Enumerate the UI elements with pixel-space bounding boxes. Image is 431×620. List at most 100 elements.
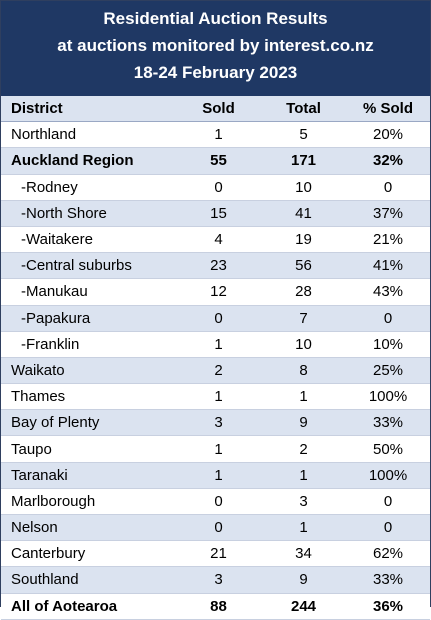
table-row: Auckland Region 55 171 32% xyxy=(1,147,430,175)
total-cell: 9 xyxy=(261,409,346,437)
total-cell: 7 xyxy=(261,305,346,332)
total-cell: 9 xyxy=(261,566,346,594)
sold-cell: 0 xyxy=(176,305,261,332)
table-row: Marlborough 0 3 0 xyxy=(1,488,430,516)
results-table: District Sold Total % Sold Northland 1 5 20… xyxy=(1,96,430,620)
title-line-1: Residential Auction Results xyxy=(103,9,328,28)
sold-cell: 88 xyxy=(176,593,261,620)
table-body: Northland 1 5 20% Auckland Region 55 171 32% -Ro… xyxy=(1,121,430,620)
district-cell: Taupo xyxy=(1,435,176,463)
table-row: Canterbury 21 34 62% xyxy=(1,540,430,568)
table-row: -North Shore 15 41 37% xyxy=(1,200,430,227)
table-row: -Papakura 0 7 0 xyxy=(1,305,430,332)
district-cell: Bay of Plenty xyxy=(1,409,176,437)
pct-sold-cell: 33% xyxy=(346,409,430,437)
column-header-sold: Sold xyxy=(176,96,261,123)
pct-sold-cell: 100% xyxy=(346,383,430,411)
district-cell: Southland xyxy=(1,566,176,594)
total-cell: 5 xyxy=(261,121,346,149)
sold-cell: 12 xyxy=(176,278,261,306)
title-line-3: 18-24 February 2023 xyxy=(133,63,298,82)
table-row: All of Aotearoa 88 244 36% xyxy=(1,593,430,620)
pct-sold-cell: 32% xyxy=(346,147,430,175)
table-row: -Rodney 0 10 0 xyxy=(1,174,430,201)
table-row: Southland 3 9 33% xyxy=(1,566,430,594)
table-row: -Central suburbs 23 56 41% xyxy=(1,252,430,280)
total-cell: 19 xyxy=(261,226,346,254)
total-cell: 8 xyxy=(261,357,346,385)
sold-cell: 2 xyxy=(176,357,261,385)
sold-cell: 1 xyxy=(176,331,261,358)
column-header-total: Total xyxy=(261,96,346,123)
district-cell: -Franklin xyxy=(1,331,176,358)
column-header-district: District xyxy=(1,96,176,123)
column-header-pct-sold: % Sold xyxy=(346,96,430,123)
total-cell: 1 xyxy=(261,514,346,542)
sold-cell: 1 xyxy=(176,435,261,463)
table-row: Northland 1 5 20% xyxy=(1,121,430,149)
pct-sold-cell: 43% xyxy=(346,278,430,306)
sold-cell: 55 xyxy=(176,147,261,175)
sold-cell: 1 xyxy=(176,121,261,149)
total-cell: 244 xyxy=(261,593,346,620)
table-row: Nelson 0 1 0 xyxy=(1,514,430,542)
district-cell: -Manukau xyxy=(1,278,176,306)
district-cell: Marlborough xyxy=(1,488,176,516)
table-row: Taupo 1 2 50% xyxy=(1,435,430,463)
district-cell: Taranaki xyxy=(1,462,176,489)
table-row: Bay of Plenty 3 9 33% xyxy=(1,409,430,437)
pct-sold-cell: 10% xyxy=(346,331,430,358)
district-cell: -North Shore xyxy=(1,200,176,227)
table-header-row: District Sold Total % Sold xyxy=(1,96,430,123)
title-line-2: at auctions monitored by interest.co.nz xyxy=(57,36,374,55)
table-row: Taranaki 1 1 100% xyxy=(1,462,430,489)
total-cell: 56 xyxy=(261,252,346,280)
sold-cell: 21 xyxy=(176,540,261,568)
sold-cell: 3 xyxy=(176,409,261,437)
district-cell: Canterbury xyxy=(1,540,176,568)
table-row: -Manukau 12 28 43% xyxy=(1,278,430,306)
sold-cell: 1 xyxy=(176,462,261,489)
total-cell: 1 xyxy=(261,462,346,489)
district-cell: Northland xyxy=(1,121,176,149)
sold-cell: 15 xyxy=(176,200,261,227)
pct-sold-cell: 0 xyxy=(346,488,430,516)
pct-sold-cell: 20% xyxy=(346,121,430,149)
total-cell: 10 xyxy=(261,331,346,358)
pct-sold-cell: 50% xyxy=(346,435,430,463)
district-cell: Auckland Region xyxy=(1,147,176,175)
pct-sold-cell: 33% xyxy=(346,566,430,594)
total-cell: 28 xyxy=(261,278,346,306)
sold-cell: 3 xyxy=(176,566,261,594)
total-cell: 171 xyxy=(261,147,346,175)
pct-sold-cell: 100% xyxy=(346,462,430,489)
district-cell: -Central suburbs xyxy=(1,252,176,280)
pct-sold-cell: 41% xyxy=(346,252,430,280)
sold-cell: 0 xyxy=(176,514,261,542)
table-row: Waikato 2 8 25% xyxy=(1,357,430,385)
pct-sold-cell: 62% xyxy=(346,540,430,568)
district-cell: All of Aotearoa xyxy=(1,593,176,620)
district-cell: Waikato xyxy=(1,357,176,385)
pct-sold-cell: 25% xyxy=(346,357,430,385)
table-row: -Franklin 1 10 10% xyxy=(1,331,430,358)
pct-sold-cell: 0 xyxy=(346,174,430,201)
total-cell: 3 xyxy=(261,488,346,516)
pct-sold-cell: 36% xyxy=(346,593,430,620)
table-row: Thames 1 1 100% xyxy=(1,383,430,411)
district-cell: Thames xyxy=(1,383,176,411)
pct-sold-cell: 0 xyxy=(346,305,430,332)
total-cell: 10 xyxy=(261,174,346,201)
district-cell: -Papakura xyxy=(1,305,176,332)
table-row: -Waitakere 4 19 21% xyxy=(1,226,430,254)
total-cell: 2 xyxy=(261,435,346,463)
pct-sold-cell: 0 xyxy=(346,514,430,542)
district-cell: -Waitakere xyxy=(1,226,176,254)
district-cell: -Rodney xyxy=(1,174,176,201)
total-cell: 41 xyxy=(261,200,346,227)
sold-cell: 0 xyxy=(176,174,261,201)
sold-cell: 4 xyxy=(176,226,261,254)
pct-sold-cell: 37% xyxy=(346,200,430,227)
total-cell: 34 xyxy=(261,540,346,568)
